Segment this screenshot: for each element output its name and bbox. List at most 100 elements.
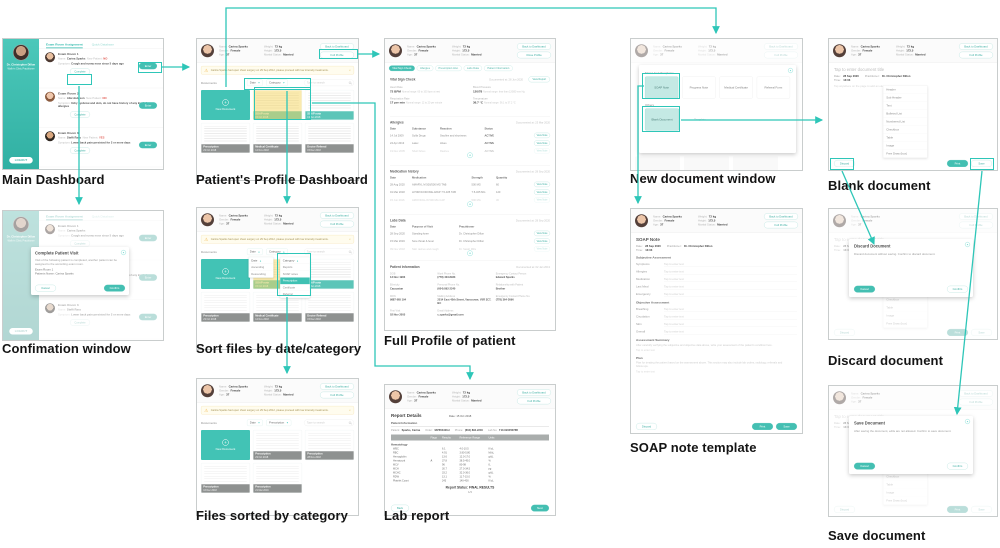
category-menu-item[interactable]: SOAP notes bbox=[280, 271, 310, 278]
new-document-card[interactable]: + New Document bbox=[201, 259, 250, 289]
close-icon[interactable]: × bbox=[121, 250, 126, 255]
back-button[interactable]: Back bbox=[391, 504, 409, 512]
enter-button[interactable]: Enter bbox=[139, 62, 157, 70]
category-menu-item[interactable]: Referral bbox=[280, 291, 310, 298]
category-dropdown[interactable]: Prescription ▼ bbox=[266, 419, 292, 426]
warning-close-icon[interactable]: × bbox=[348, 68, 351, 73]
soap-field-input[interactable]: Tap to enter text bbox=[664, 330, 797, 335]
template-card[interactable]: SOAP Note bbox=[645, 76, 679, 99]
full-profile-button[interactable]: Full Profile bbox=[320, 391, 354, 399]
complete-button[interactable]: Complete bbox=[70, 147, 90, 154]
next-button[interactable]: Next bbox=[531, 504, 549, 512]
document-card[interactable]: Prescription 23 Oct 2018 bbox=[201, 123, 250, 153]
category-dropdown[interactable]: Category ▲ bbox=[266, 248, 288, 255]
print-button[interactable]: Print bbox=[947, 160, 968, 167]
cancel-button[interactable]: Cancel bbox=[854, 285, 875, 293]
view-note-button[interactable]: View Note bbox=[534, 189, 550, 195]
category-menu-item[interactable]: Reports bbox=[280, 264, 310, 271]
document-search-input[interactable] bbox=[306, 250, 347, 254]
document-card[interactable]: Medical Certificate 12 Nov 2018 bbox=[253, 292, 302, 322]
soap-field-input[interactable]: Tap to enter text bbox=[664, 323, 797, 327]
view-report-button[interactable]: View Report bbox=[528, 76, 550, 83]
close-profile-button[interactable]: Close Profile bbox=[517, 51, 551, 59]
view-note-button[interactable]: View Note bbox=[534, 132, 550, 138]
document-card[interactable]: Prescription 23 Oct 2018 bbox=[253, 430, 302, 460]
soap-field-input[interactable]: Tap to enter text bbox=[664, 308, 797, 312]
full-profile-button[interactable]: Full Profile bbox=[959, 51, 993, 59]
document-card[interactable]: Doctor Referral 15 Dec 2018 bbox=[305, 123, 354, 153]
date-dropdown[interactable]: Date ▼ bbox=[247, 419, 263, 426]
back-to-dashboard-button[interactable]: Back to Dashboard bbox=[320, 383, 354, 390]
document-title-placeholder[interactable]: Tap to enter document title bbox=[834, 67, 885, 72]
view-note-button[interactable]: View Note bbox=[534, 140, 550, 146]
assessment-input[interactable]: Tap to enter text bbox=[636, 348, 655, 352]
profile-tab[interactable]: Vital Sign Check bbox=[389, 65, 415, 71]
tab-quick-database[interactable]: Quick Database bbox=[91, 42, 114, 47]
category-menu-item[interactable]: Prescription bbox=[280, 277, 310, 285]
document-card[interactable]: Prescription 28 Nov 2018 bbox=[305, 430, 354, 460]
new-document-card[interactable]: + New Document bbox=[201, 430, 250, 460]
view-note-button[interactable]: View Note bbox=[534, 181, 550, 187]
discard-button[interactable]: Discard bbox=[834, 160, 855, 167]
sort-menu-item[interactable]: Descending bbox=[248, 271, 274, 278]
close-icon[interactable]: × bbox=[965, 242, 970, 247]
save-button[interactable]: Save bbox=[776, 423, 797, 430]
expand-plus-icon[interactable]: + bbox=[467, 250, 473, 256]
soap-field-input[interactable]: Tap to enter text bbox=[664, 270, 797, 275]
discard-button[interactable]: Discard bbox=[636, 423, 657, 430]
expand-plus-icon[interactable]: + bbox=[467, 201, 473, 207]
soap-field-input[interactable]: Tap to enter text bbox=[664, 315, 797, 320]
document-card[interactable]: Prescription 16 Dec 2018 bbox=[201, 463, 250, 493]
document-card[interactable]: SOAP note 13 Jun 2018 bbox=[305, 259, 354, 289]
document-card[interactable]: SOAP note 13 Jun 2018 bbox=[305, 90, 354, 120]
document-search-input[interactable] bbox=[306, 81, 347, 85]
element-menu-item[interactable]: Text bbox=[883, 102, 928, 110]
warning-close-icon[interactable]: × bbox=[348, 237, 351, 242]
logout-button[interactable]: LOGOUT bbox=[9, 157, 33, 164]
profile-tab[interactable]: Labs Data bbox=[463, 65, 483, 71]
element-menu-item[interactable]: Table bbox=[883, 134, 928, 142]
view-note-button[interactable]: View Note bbox=[534, 148, 550, 154]
profile-tab[interactable]: Patient Information bbox=[484, 65, 513, 71]
print-button[interactable]: Print bbox=[752, 423, 773, 430]
cancel-button[interactable]: Cancel bbox=[35, 284, 56, 292]
full-profile-button[interactable]: Full Profile bbox=[320, 220, 354, 228]
view-note-button[interactable]: View Note bbox=[534, 230, 550, 236]
category-dropdown[interactable]: Category ▼ bbox=[266, 79, 288, 86]
back-to-dashboard-button[interactable]: Back to Dashboard bbox=[517, 389, 551, 396]
view-note-button[interactable]: View Note bbox=[534, 238, 550, 244]
sort-menu-item[interactable]: Ascending bbox=[248, 264, 274, 271]
template-card[interactable]: Medical Certificate bbox=[719, 76, 753, 99]
confirm-button[interactable]: Confirm bbox=[104, 284, 125, 292]
view-note-button[interactable]: View Note bbox=[534, 197, 550, 203]
tab-exam-room-assignment[interactable]: Exam Room Assignment bbox=[46, 43, 83, 49]
element-menu-item[interactable]: Checkbox bbox=[883, 126, 928, 134]
blank-document-card[interactable]: Blank Document bbox=[645, 108, 679, 131]
template-card[interactable]: Referral Form bbox=[756, 76, 790, 99]
document-card[interactable]: SOAP note 15 Oct 2018 bbox=[253, 90, 302, 120]
back-to-dashboard-button[interactable]: Back to Dashboard bbox=[764, 213, 798, 220]
element-menu-item[interactable]: Header bbox=[883, 86, 928, 94]
soap-field-input[interactable]: Tap to enter text bbox=[664, 285, 797, 290]
document-card[interactable]: Prescription 21 Mar 2019 bbox=[253, 463, 302, 493]
expand-plus-icon[interactable]: + bbox=[467, 152, 473, 158]
document-search-input[interactable] bbox=[306, 421, 347, 425]
element-menu-item[interactable]: Numbered List bbox=[883, 118, 928, 126]
back-to-dashboard-button[interactable]: Back to Dashboard bbox=[517, 43, 551, 50]
element-menu-item[interactable]: Free Draw (box) bbox=[883, 150, 928, 158]
date-dropdown[interactable]: Date ▼ bbox=[247, 79, 263, 86]
view-note-button[interactable]: View Note bbox=[534, 246, 550, 252]
save-button[interactable]: Save bbox=[971, 160, 992, 167]
template-card[interactable]: Progress Note bbox=[682, 76, 716, 99]
date-dropdown[interactable]: Date ▲ bbox=[247, 248, 263, 255]
element-menu-item[interactable]: Bulleted List bbox=[883, 110, 928, 118]
template-option[interactable]: Template bbox=[683, 108, 717, 131]
enter-button[interactable]: Enter bbox=[139, 102, 157, 109]
category-menu-item[interactable]: Certificate bbox=[280, 284, 310, 291]
back-to-dashboard-button[interactable]: Back to Dashboard bbox=[320, 212, 354, 219]
soap-field-input[interactable]: Tap to enter text bbox=[664, 278, 797, 282]
back-to-dashboard-button[interactable]: Back to Dashboard bbox=[959, 43, 993, 50]
profile-tab[interactable]: Allergies bbox=[416, 65, 434, 71]
complete-button[interactable]: Complete bbox=[70, 68, 90, 75]
element-menu-item[interactable]: Image bbox=[883, 142, 928, 150]
